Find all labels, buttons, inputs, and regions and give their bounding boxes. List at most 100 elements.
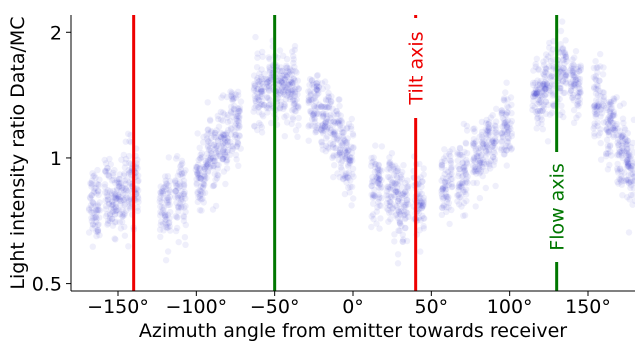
data-point <box>279 85 286 92</box>
data-point <box>397 208 405 215</box>
data-point <box>291 107 299 115</box>
data-point <box>257 121 264 128</box>
data-point <box>182 167 189 174</box>
data-point <box>284 68 291 75</box>
data-point <box>115 179 123 186</box>
data-point <box>341 137 349 145</box>
point-cluster <box>305 71 323 144</box>
data-point <box>472 203 479 210</box>
data-point <box>282 72 289 79</box>
data-point <box>286 65 294 72</box>
data-point <box>166 187 173 194</box>
data-point <box>200 133 207 141</box>
data-point <box>384 183 391 190</box>
data-point <box>104 196 112 203</box>
data-point <box>482 184 489 192</box>
data-point <box>279 52 287 59</box>
data-point <box>289 67 296 74</box>
data-point <box>178 161 185 168</box>
data-point <box>340 129 347 136</box>
data-point <box>174 152 181 160</box>
data-point <box>160 188 167 195</box>
data-point <box>121 177 129 185</box>
data-point <box>320 112 327 119</box>
data-point <box>200 171 208 179</box>
data-point <box>228 109 235 117</box>
data-point <box>172 179 179 186</box>
data-point <box>277 87 285 94</box>
data-point <box>329 122 337 129</box>
data-point <box>217 129 224 136</box>
data-point <box>376 225 383 232</box>
data-point <box>400 190 407 197</box>
data-point <box>330 130 337 138</box>
data-point <box>295 103 302 110</box>
data-point <box>266 65 273 72</box>
data-point <box>199 195 206 202</box>
data-point <box>113 207 120 214</box>
data-point <box>388 209 395 216</box>
data-point <box>340 135 347 142</box>
data-point <box>175 203 182 210</box>
data-point <box>199 190 207 197</box>
data-point <box>305 123 312 130</box>
data-point <box>315 104 322 111</box>
data-point <box>107 161 115 168</box>
data-point <box>390 163 397 171</box>
data-point <box>294 103 301 110</box>
data-point <box>201 172 208 180</box>
data-point <box>208 129 215 136</box>
data-point <box>320 110 327 117</box>
data-point <box>335 132 343 140</box>
data-point <box>175 181 182 188</box>
data-point <box>420 197 427 204</box>
data-point <box>390 191 398 199</box>
data-point <box>193 180 200 187</box>
data-point <box>347 154 354 162</box>
data-point <box>175 208 182 215</box>
data-point <box>275 91 282 98</box>
data-point <box>313 128 320 135</box>
data-point <box>591 85 598 92</box>
data-point <box>419 178 426 185</box>
data-point <box>400 236 407 243</box>
data-point <box>276 104 284 112</box>
data-point <box>575 63 582 71</box>
data-point <box>102 168 109 176</box>
data-point <box>111 196 118 204</box>
data-point <box>319 130 327 137</box>
data-point <box>120 186 127 193</box>
data-point <box>391 180 399 187</box>
data-point <box>337 159 345 167</box>
data-point <box>256 70 263 77</box>
data-point <box>258 88 266 95</box>
data-point <box>125 243 132 250</box>
data-point <box>223 157 230 164</box>
data-point <box>594 103 601 110</box>
data-point <box>93 190 100 197</box>
data-point <box>378 183 385 191</box>
data-point <box>336 151 344 159</box>
data-point <box>180 177 188 184</box>
data-point <box>94 228 101 235</box>
x-ticks: −150° −100° −50° 0° 50° 100° 150° <box>87 291 611 318</box>
data-point <box>394 188 401 196</box>
data-point <box>160 227 167 234</box>
data-point <box>263 80 270 87</box>
data-point <box>398 194 406 201</box>
data-point <box>221 111 228 118</box>
data-point <box>389 205 396 212</box>
data-point <box>236 132 243 140</box>
data-point <box>90 173 97 180</box>
data-point <box>227 88 234 95</box>
data-point <box>210 154 217 161</box>
data-point <box>159 190 166 197</box>
data-point <box>209 182 217 190</box>
data-point <box>277 101 284 109</box>
data-point <box>405 183 412 190</box>
data-point <box>317 126 325 133</box>
data-point <box>376 175 383 183</box>
data-point <box>199 180 207 187</box>
data-point <box>278 67 286 74</box>
data-point <box>157 208 164 216</box>
